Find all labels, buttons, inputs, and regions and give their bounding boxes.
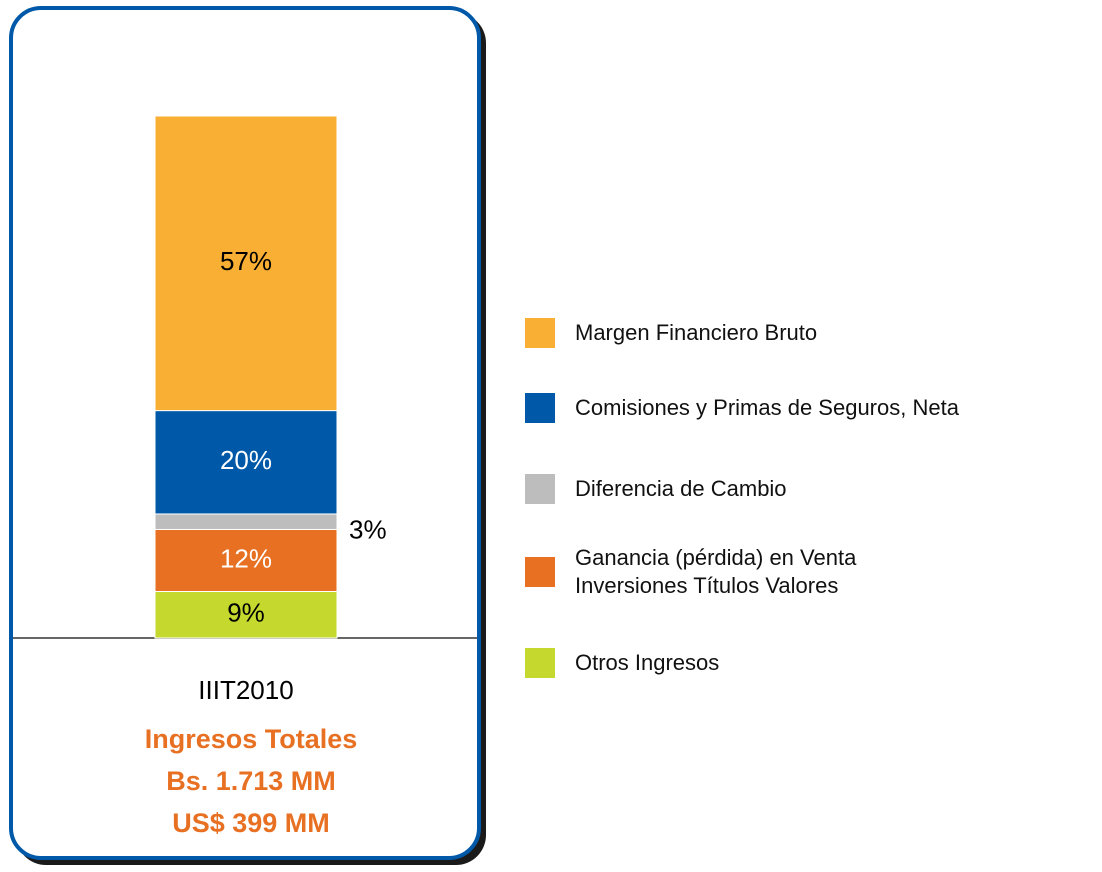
legend-swatch — [525, 557, 555, 587]
value-label: 9% — [227, 598, 265, 628]
legend-swatch — [525, 648, 555, 678]
legend-item: Margen Financiero Bruto — [525, 318, 817, 348]
legend-item: Otros Ingresos — [525, 648, 719, 678]
legend-label: Otros Ingresos — [575, 650, 720, 675]
category-label: IIIT2010 — [198, 675, 293, 705]
legend-swatch — [525, 393, 555, 423]
bar-segment — [154, 115, 338, 412]
annotation: Ingresos Totales — [145, 724, 358, 754]
value-label: 20% — [220, 445, 272, 475]
legend-label: Comisiones y Primas de Seguros, Neta — [575, 395, 959, 420]
legend-label: Ganancia (pérdida) en Venta Inversiones … — [575, 545, 857, 598]
bar-segment — [154, 513, 338, 530]
annotation: US$ 399 MM — [172, 808, 330, 838]
legend-item: Comisiones y Primas de Seguros, Neta — [525, 393, 959, 423]
bar-segment — [154, 590, 338, 639]
value-label: 3% — [349, 515, 387, 545]
annotation: Bs. 1.713 MM — [166, 766, 336, 796]
legend-swatch — [525, 474, 555, 504]
value-label: 12% — [220, 543, 272, 573]
value-label: 57% — [220, 246, 272, 276]
legend-label: Diferencia de Cambio — [575, 476, 787, 501]
legend-item: Ganancia (pérdida) en Venta Inversiones … — [525, 544, 945, 600]
legend-item: Diferencia de Cambio — [525, 474, 787, 504]
legend-swatch — [525, 318, 555, 348]
bar-segment — [154, 410, 338, 515]
legend-label: Margen Financiero Bruto — [575, 320, 818, 345]
